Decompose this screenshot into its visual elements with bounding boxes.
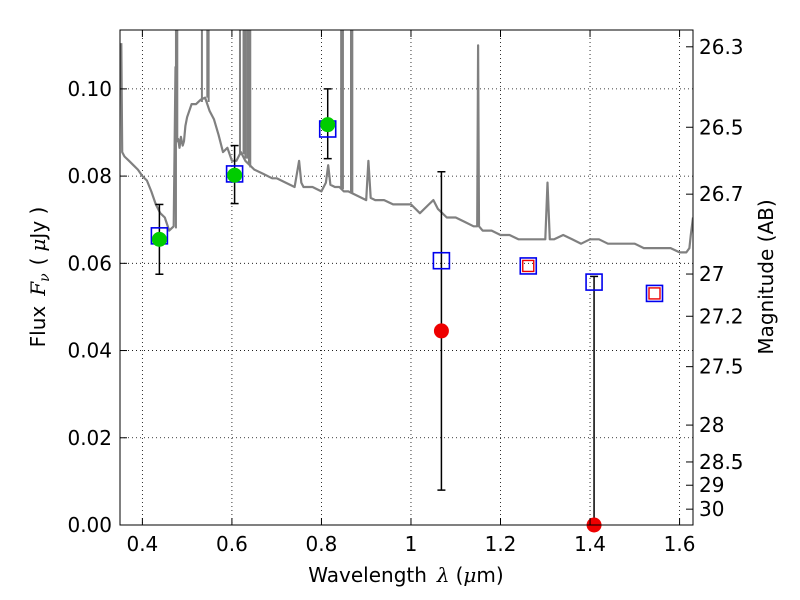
grid <box>120 30 693 525</box>
model-box-marker <box>585 273 603 291</box>
red-inner-box-marker <box>522 259 535 273</box>
x-tick-label: 0.6 <box>216 532 248 556</box>
model-box-marker <box>432 251 451 270</box>
model-box-marker <box>645 284 664 303</box>
y-tick-label: 0.02 <box>67 426 112 450</box>
y-tick-label: 0.10 <box>67 77 112 101</box>
observed-point <box>227 167 243 183</box>
marker-layer <box>150 88 664 533</box>
x-tick-label: 0.8 <box>306 532 338 556</box>
observed-point <box>320 117 336 133</box>
y2-tick-label: 27.2 <box>699 304 744 328</box>
x-tick-label: 0.4 <box>126 532 158 556</box>
y2-tick-label: 30 <box>699 497 724 521</box>
y-axis-title: FluxFν(μJy ) <box>26 207 53 348</box>
x-axis-title: Wavelength λ (μm) <box>308 563 503 587</box>
plot-frame <box>119 29 694 526</box>
y2-tick-label: 29 <box>699 473 724 497</box>
template-spectrum-line <box>120 43 693 254</box>
y2-tick-label: 27 <box>699 262 724 286</box>
y2-tick-label: 27.5 <box>699 355 744 379</box>
x-tick-label: 1.4 <box>574 532 606 556</box>
y2-tick-label: 26.7 <box>699 182 744 206</box>
observed-point <box>151 231 167 247</box>
red-inner-box-marker <box>648 287 661 300</box>
x-tick-label: 1 <box>405 532 418 556</box>
y-tick-label: 0.06 <box>67 251 112 275</box>
y2-tick-label: 28 <box>699 413 724 437</box>
y2-tick-label: 28.5 <box>699 450 744 474</box>
plot-area <box>120 30 693 254</box>
axes: 0.4 0.6 0.8 1 1.2 1.4 1.6 0.00 0.02 0.04 0.06 0.08 0… <box>67 30 744 556</box>
y2-tick-label: 26.5 <box>699 115 744 139</box>
y-tick-label: 0.04 <box>67 339 112 363</box>
nondetection-point <box>433 323 449 339</box>
model-box-marker <box>519 257 538 275</box>
y-tick-label: 0.00 <box>67 513 112 537</box>
y2-axis-title: Magnitude (AB) <box>754 199 778 354</box>
x-tick-label: 1.6 <box>664 532 696 556</box>
y-tick-label: 0.08 <box>67 164 112 188</box>
x-tick-label: 1.2 <box>485 532 517 556</box>
y2-tick-label: 26.3 <box>699 35 744 59</box>
